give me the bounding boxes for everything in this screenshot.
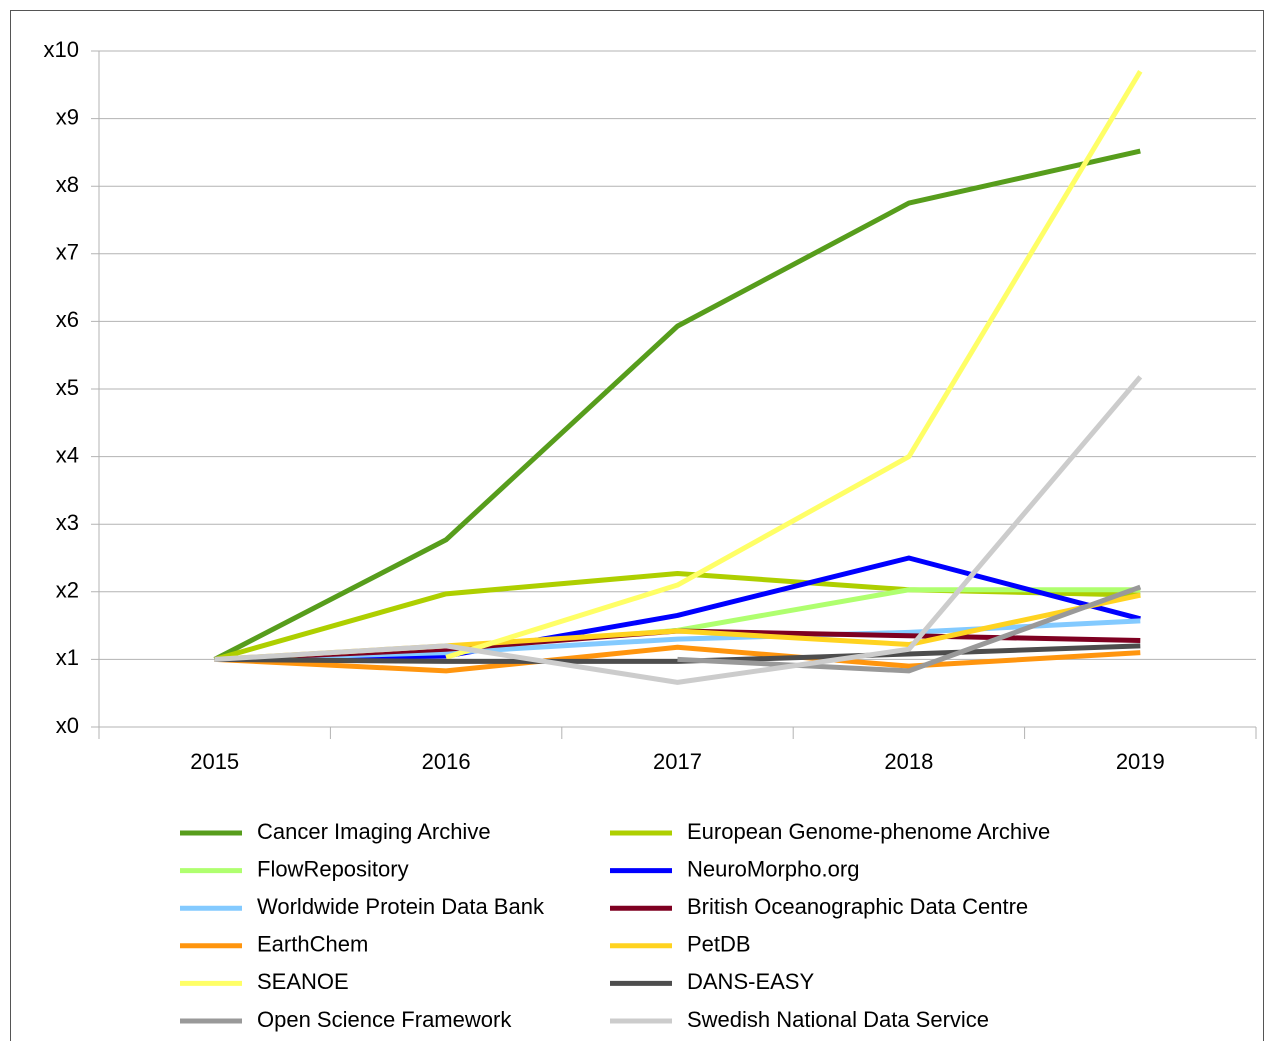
x-tick-label: 2016 — [422, 749, 471, 774]
legend-label: Swedish National Data Service — [687, 1007, 989, 1032]
y-tick-label: x8 — [56, 172, 79, 197]
y-tick-label: x0 — [56, 713, 79, 738]
legend-label: EarthChem — [257, 932, 368, 957]
series-line — [214, 644, 1141, 674]
x-tick-label: 2017 — [653, 749, 702, 774]
y-tick-label: x2 — [56, 578, 79, 603]
series-line — [677, 584, 1142, 674]
y-tick-label: x5 — [56, 375, 79, 400]
x-tick-label: 2019 — [1116, 749, 1165, 774]
y-tick-label: x3 — [56, 510, 79, 535]
y-tick-label: x9 — [56, 104, 79, 129]
legend-label: Worldwide Protein Data Bank — [257, 894, 545, 919]
series-line — [214, 375, 1143, 685]
legend-label: SEANOE — [257, 969, 349, 994]
legend-label: FlowRepository — [257, 856, 409, 881]
y-tick-label: x6 — [56, 307, 79, 332]
y-tick-label: x4 — [56, 442, 79, 467]
legend-label: Open Science Framework — [257, 1007, 512, 1032]
legend-label: British Oceanographic Data Centre — [687, 894, 1028, 919]
legend-label: DANS-EASY — [687, 969, 814, 994]
series-line — [445, 69, 1143, 660]
series-line — [213, 148, 1141, 662]
x-tick-label: 2015 — [190, 749, 239, 774]
y-tick-label: x1 — [56, 645, 79, 670]
y-tick-label: x7 — [56, 240, 79, 265]
chart-border — [10, 10, 1264, 1041]
legend-label: NeuroMorpho.org — [687, 856, 859, 881]
legend-label: Cancer Imaging Archive — [257, 819, 491, 844]
legend-label: PetDB — [687, 932, 751, 957]
x-tick-label: 2018 — [884, 749, 933, 774]
y-tick-label: x10 — [44, 37, 79, 62]
legend-label: European Genome-phenome Archive — [687, 819, 1050, 844]
